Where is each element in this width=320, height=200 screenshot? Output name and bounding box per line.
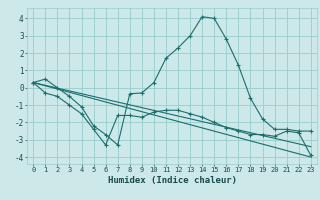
X-axis label: Humidex (Indice chaleur): Humidex (Indice chaleur) — [108, 176, 236, 185]
